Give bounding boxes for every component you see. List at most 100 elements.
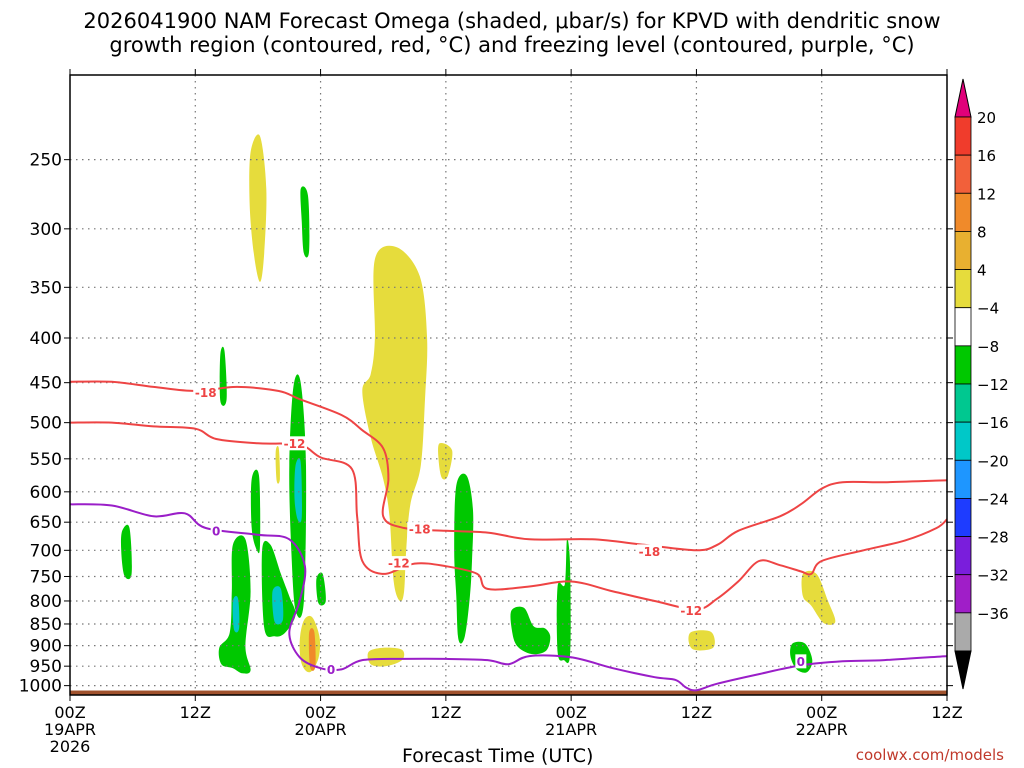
colorbar-label: −24 — [977, 490, 1009, 508]
omega-shaded-region — [300, 186, 310, 258]
colorbar-swatch — [954, 116, 972, 156]
credit-text: coolwx.com/models — [855, 746, 1004, 764]
contour-label: 0 — [797, 655, 805, 669]
colorbar-swatch — [954, 459, 972, 499]
y-tick-label: 900 — [30, 637, 62, 657]
colorbar-label: −16 — [977, 414, 1009, 432]
x-tick-label: 00Z — [54, 703, 85, 722]
y-tick-label: 700 — [30, 541, 62, 561]
omega-shaded-region — [367, 647, 405, 667]
y-tick-label: 350 — [30, 278, 62, 298]
x-tick-label: 21APR — [545, 720, 597, 739]
omega-shaded-region — [801, 570, 836, 625]
omega-shaded-region — [219, 346, 227, 406]
y-tick-label: 950 — [30, 657, 62, 677]
omega-shaded-region — [232, 595, 240, 633]
omega-shaded-region — [362, 245, 428, 602]
x-axis-title: Forecast Time (UTC) — [402, 745, 594, 767]
contour-label: 0 — [327, 663, 335, 677]
colorbar-swatch — [954, 421, 972, 461]
x-tick-label: 00Z — [555, 703, 586, 722]
omega-shaded-region — [454, 473, 474, 644]
colorbar-swatch — [954, 574, 972, 614]
colorbar-label: 4 — [977, 262, 987, 280]
x-tick-label: 12Z — [681, 703, 712, 722]
contour-label: 0 — [212, 524, 220, 538]
colorbar-swatch — [954, 307, 972, 347]
colorbar-label: −20 — [977, 452, 1009, 470]
plot-frame — [69, 74, 948, 696]
colorbar-swatch — [954, 231, 972, 270]
contour-label-background — [325, 662, 337, 677]
omega-shaded-region — [316, 572, 326, 606]
colorbar-label: 16 — [977, 147, 996, 165]
x-tick-label: 00Z — [305, 703, 336, 722]
x-tick-label: 12Z — [430, 703, 461, 722]
colorbar-swatch — [954, 154, 972, 194]
omega-shaded-region — [556, 538, 571, 664]
y-tick-label: 1000 — [19, 677, 62, 697]
contour-line — [69, 503, 948, 692]
x-tick-label: 20APR — [295, 720, 347, 739]
colorbar-label: −36 — [977, 605, 1009, 623]
contour-label-background — [386, 556, 412, 571]
x-tick-label: 22APR — [796, 720, 848, 739]
contour-label-background — [281, 436, 307, 451]
colorbar-swatch — [954, 612, 972, 652]
omega-shaded-region — [308, 628, 316, 671]
colorbar-swatch — [954, 383, 972, 423]
omega-shaded-region — [688, 630, 715, 651]
omega-shaded-region — [249, 134, 267, 282]
contour-label: -18 — [195, 386, 217, 400]
colorbar-label: −4 — [977, 300, 999, 318]
colorbar-bottom-arrow — [954, 650, 972, 690]
colorbar-label: −12 — [977, 376, 1009, 394]
chart-title-line-1: 2026041900 NAM Forecast Omega (shaded, μ… — [83, 9, 941, 33]
contour-label-background — [636, 544, 662, 559]
contour-label: -12 — [388, 557, 410, 571]
colorbar-label: −32 — [977, 567, 1009, 585]
contour-label-background — [193, 385, 219, 400]
y-tick-label: 400 — [30, 329, 62, 349]
y-tick-label: 250 — [30, 151, 62, 171]
colorbar-swatch — [954, 498, 972, 537]
chart-title-line-2: growth region (contoured, red, °C) and f… — [109, 33, 915, 57]
colorbar-swatch — [954, 269, 972, 309]
colorbar-label: −8 — [977, 338, 999, 356]
contour-label-background — [210, 523, 222, 538]
colorbar-label: 20 — [977, 109, 996, 127]
y-tick-label: 450 — [30, 374, 62, 394]
y-tick-label: 800 — [30, 592, 62, 612]
colorbar-swatch — [954, 192, 972, 232]
omega-shaded-region — [294, 458, 302, 523]
contour-label-background — [678, 603, 704, 618]
omega-shaded-region — [438, 442, 453, 480]
x-tick-label: 00Z — [806, 703, 837, 722]
contour-label-background — [407, 522, 433, 537]
y-tick-label: 850 — [30, 615, 62, 635]
x-tick-label: 2026 — [50, 737, 91, 756]
contour-label: -18 — [639, 545, 661, 559]
omega-shaded-region — [250, 469, 261, 554]
omega-shaded-region — [510, 606, 551, 655]
contour-label: -12 — [284, 437, 306, 451]
contour-line — [69, 380, 948, 552]
colorbar-label: 12 — [977, 185, 996, 203]
y-tick-label: 550 — [30, 450, 62, 470]
contour-line — [69, 421, 948, 611]
colorbar-label: −28 — [977, 529, 1009, 547]
omega-shaded-region — [275, 445, 280, 484]
colorbar-swatch — [954, 345, 972, 385]
x-tick-label: 19APR — [44, 720, 96, 739]
colorbar-swatch — [954, 536, 972, 576]
omega-shaded-region — [120, 524, 132, 580]
y-tick-label: 600 — [30, 483, 62, 503]
x-tick-label: 12Z — [180, 703, 211, 722]
colorbar-label: 8 — [977, 223, 987, 241]
x-tick-label: 12Z — [931, 703, 962, 722]
omega-shaded-region — [272, 586, 284, 625]
y-tick-label: 750 — [30, 567, 62, 587]
contour-label-background — [795, 654, 807, 669]
contour-label: -12 — [680, 604, 702, 618]
